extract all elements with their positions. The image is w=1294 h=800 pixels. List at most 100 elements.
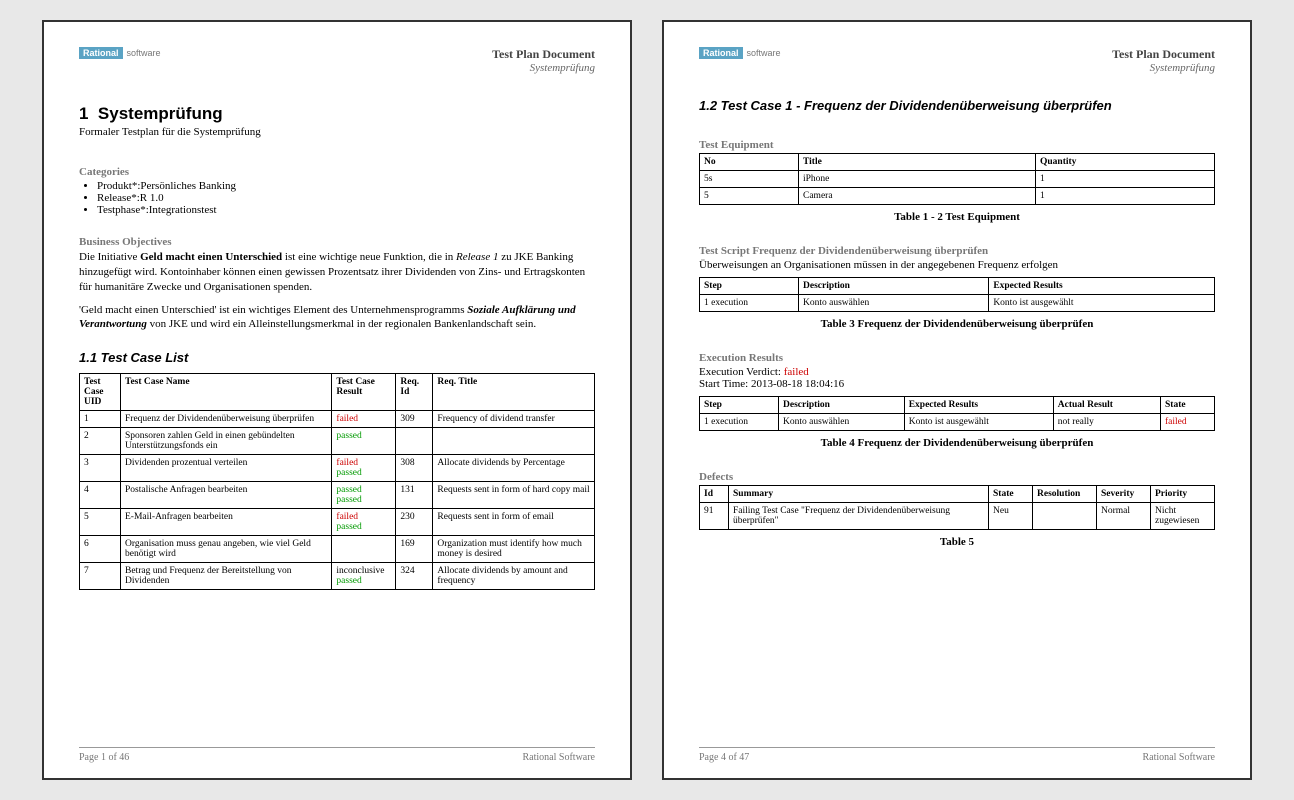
table-row: 1Frequenz der Dividendenüberweisung über… [80,411,595,428]
test-script-label: Test Script Frequenz der Dividendenüberw… [699,245,1215,257]
table-cell: Organisation muss genau angeben, wie vie… [121,536,332,563]
table-cell: inconclusivepassed [332,563,396,590]
defects-table: IdSummaryStateResolutionSeverityPriority… [699,485,1215,530]
footer-page-num: Page 4 of 47 [699,752,749,763]
footer-brand: Rational Software [1143,752,1215,763]
table-row: 3Dividenden prozentual verteilenfailedpa… [80,455,595,482]
table-cell: failed [1161,414,1215,431]
table-cell: Nicht zugewiesen [1151,503,1215,530]
table-header: Quantity [1036,154,1215,171]
table-cell: Dividenden prozentual verteilen [121,455,332,482]
brand-logo: Rational software [699,47,781,59]
table-cell: 5s [700,171,799,188]
table-row: 4Postalische Anfragen bearbeitenpassedpa… [80,482,595,509]
table-caption-defects: Table 5 [699,536,1215,548]
heading-1-1: 1.1 Test Case List [79,350,595,365]
test-script-table: StepDescriptionExpected Results 1 execut… [699,277,1215,312]
table-cell: 308 [396,455,433,482]
table-cell: Konto auswählen [799,295,989,312]
table-cell: Allocate dividends by amount and frequen… [433,563,595,590]
heading-1: 1 Systemprüfung [79,104,595,124]
table-row: 7Betrag und Frequenz der Bereitstellung … [80,563,595,590]
page-footer: Page 1 of 46 Rational Software [79,747,595,763]
table-cell: failed [332,411,396,428]
table-cell: 4 [80,482,121,509]
table-header: Req. Id [396,374,433,411]
table-header: Req. Title [433,374,595,411]
table-cell [1033,503,1097,530]
table-header: Severity [1097,486,1151,503]
table-cell: 1 execution [700,414,779,431]
test-equipment-label: Test Equipment [699,139,1215,151]
table-row: 1 executionKonto auswählenKonto ist ausg… [700,295,1215,312]
execution-verdict: Execution Verdict: failed [699,366,1215,378]
page-2: Rational software Test Plan Document Sys… [662,20,1252,780]
execution-start-time: Start Time: 2013-08-18 18:04:16 [699,378,1215,390]
heading-1-2: 1.2 Test Case 1 - Frequenz der Dividende… [699,98,1215,113]
table-cell: E-Mail-Anfragen bearbeiten [121,509,332,536]
table-cell: 324 [396,563,433,590]
table-cell: 309 [396,411,433,428]
category-item: Produkt*:Persönliches Banking [97,180,595,192]
table-header: Resolution [1033,486,1097,503]
table-header: Id [700,486,729,503]
table-cell: Organization must identify how much mone… [433,536,595,563]
table-cell: Allocate dividends by Percentage [433,455,595,482]
brand-text: software [127,48,161,58]
table-cell: Requests sent in form of hard copy mail [433,482,595,509]
business-objectives-label: Business Objectives [79,236,595,248]
category-item: Release*:R 1.0 [97,192,595,204]
table-cell: Postalische Anfragen bearbeiten [121,482,332,509]
table-row: 5siPhone1 [700,171,1215,188]
categories-list: Produkt*:Persönliches BankingRelease*:R … [97,180,595,216]
table-cell: not really [1053,414,1160,431]
table-cell: Frequency of dividend transfer [433,411,595,428]
doc-title-block: Test Plan Document Systemprüfung [492,47,595,74]
table-header: Test Case Name [121,374,332,411]
brand-logo: Rational software [79,47,161,59]
table-row: 91Failing Test Case "Frequenz der Divide… [700,503,1215,530]
business-objectives-p1: Die Initiative Geld macht einen Untersch… [79,250,595,295]
table-cell: failedpassed [332,455,396,482]
page-footer: Page 4 of 47 Rational Software [699,747,1215,763]
table-caption-exec: Table 4 Frequenz der Dividendenüberweisu… [699,437,1215,449]
table-cell: Konto ist ausgewählt [989,295,1215,312]
execution-results-table: StepDescriptionExpected ResultsActual Re… [699,396,1215,431]
doc-subtitle: Systemprüfung [1112,62,1215,74]
test-script-desc: Überweisungen an Organisationen müssen i… [699,259,1215,271]
execution-results-label: Execution Results [699,352,1215,364]
table-cell: 1 execution [700,295,799,312]
doc-subtitle: Systemprüfung [492,62,595,74]
table-caption-equipment: Table 1 - 2 Test Equipment [699,211,1215,223]
table-header: Expected Results [989,278,1215,295]
heading-1-subtitle: Formaler Testplan für die Systemprüfung [79,126,595,138]
table-cell: 91 [700,503,729,530]
table-cell: Konto auswählen [779,414,905,431]
brand-text: software [747,48,781,58]
table-header: Step [700,278,799,295]
categories-label: Categories [79,166,595,178]
table-cell: Betrag und Frequenz der Bereitstellung v… [121,563,332,590]
table-header: State [989,486,1033,503]
table-header: Description [799,278,989,295]
table-cell: 3 [80,455,121,482]
table-cell: Sponsoren zahlen Geld in einen gebündelt… [121,428,332,455]
table-cell [332,536,396,563]
table-row: 5Camera1 [700,188,1215,205]
brand-box: Rational [699,47,743,59]
page-1: Rational software Test Plan Document Sys… [42,20,632,780]
table-header: Title [799,154,1036,171]
business-objectives-p2: 'Geld macht einen Unterschied' ist ein w… [79,303,595,333]
table-header: Actual Result [1053,397,1160,414]
doc-title: Test Plan Document [492,47,595,62]
defects-label: Defects [699,471,1215,483]
doc-title-block: Test Plan Document Systemprüfung [1112,47,1215,74]
table-cell: Failing Test Case "Frequenz der Dividend… [729,503,989,530]
footer-brand: Rational Software [523,752,595,763]
table-header: Summary [729,486,989,503]
table-cell [433,428,595,455]
table-cell: 6 [80,536,121,563]
table-cell: Neu [989,503,1033,530]
table-row: 1 executionKonto auswählenKonto ist ausg… [700,414,1215,431]
table-header: Step [700,397,779,414]
